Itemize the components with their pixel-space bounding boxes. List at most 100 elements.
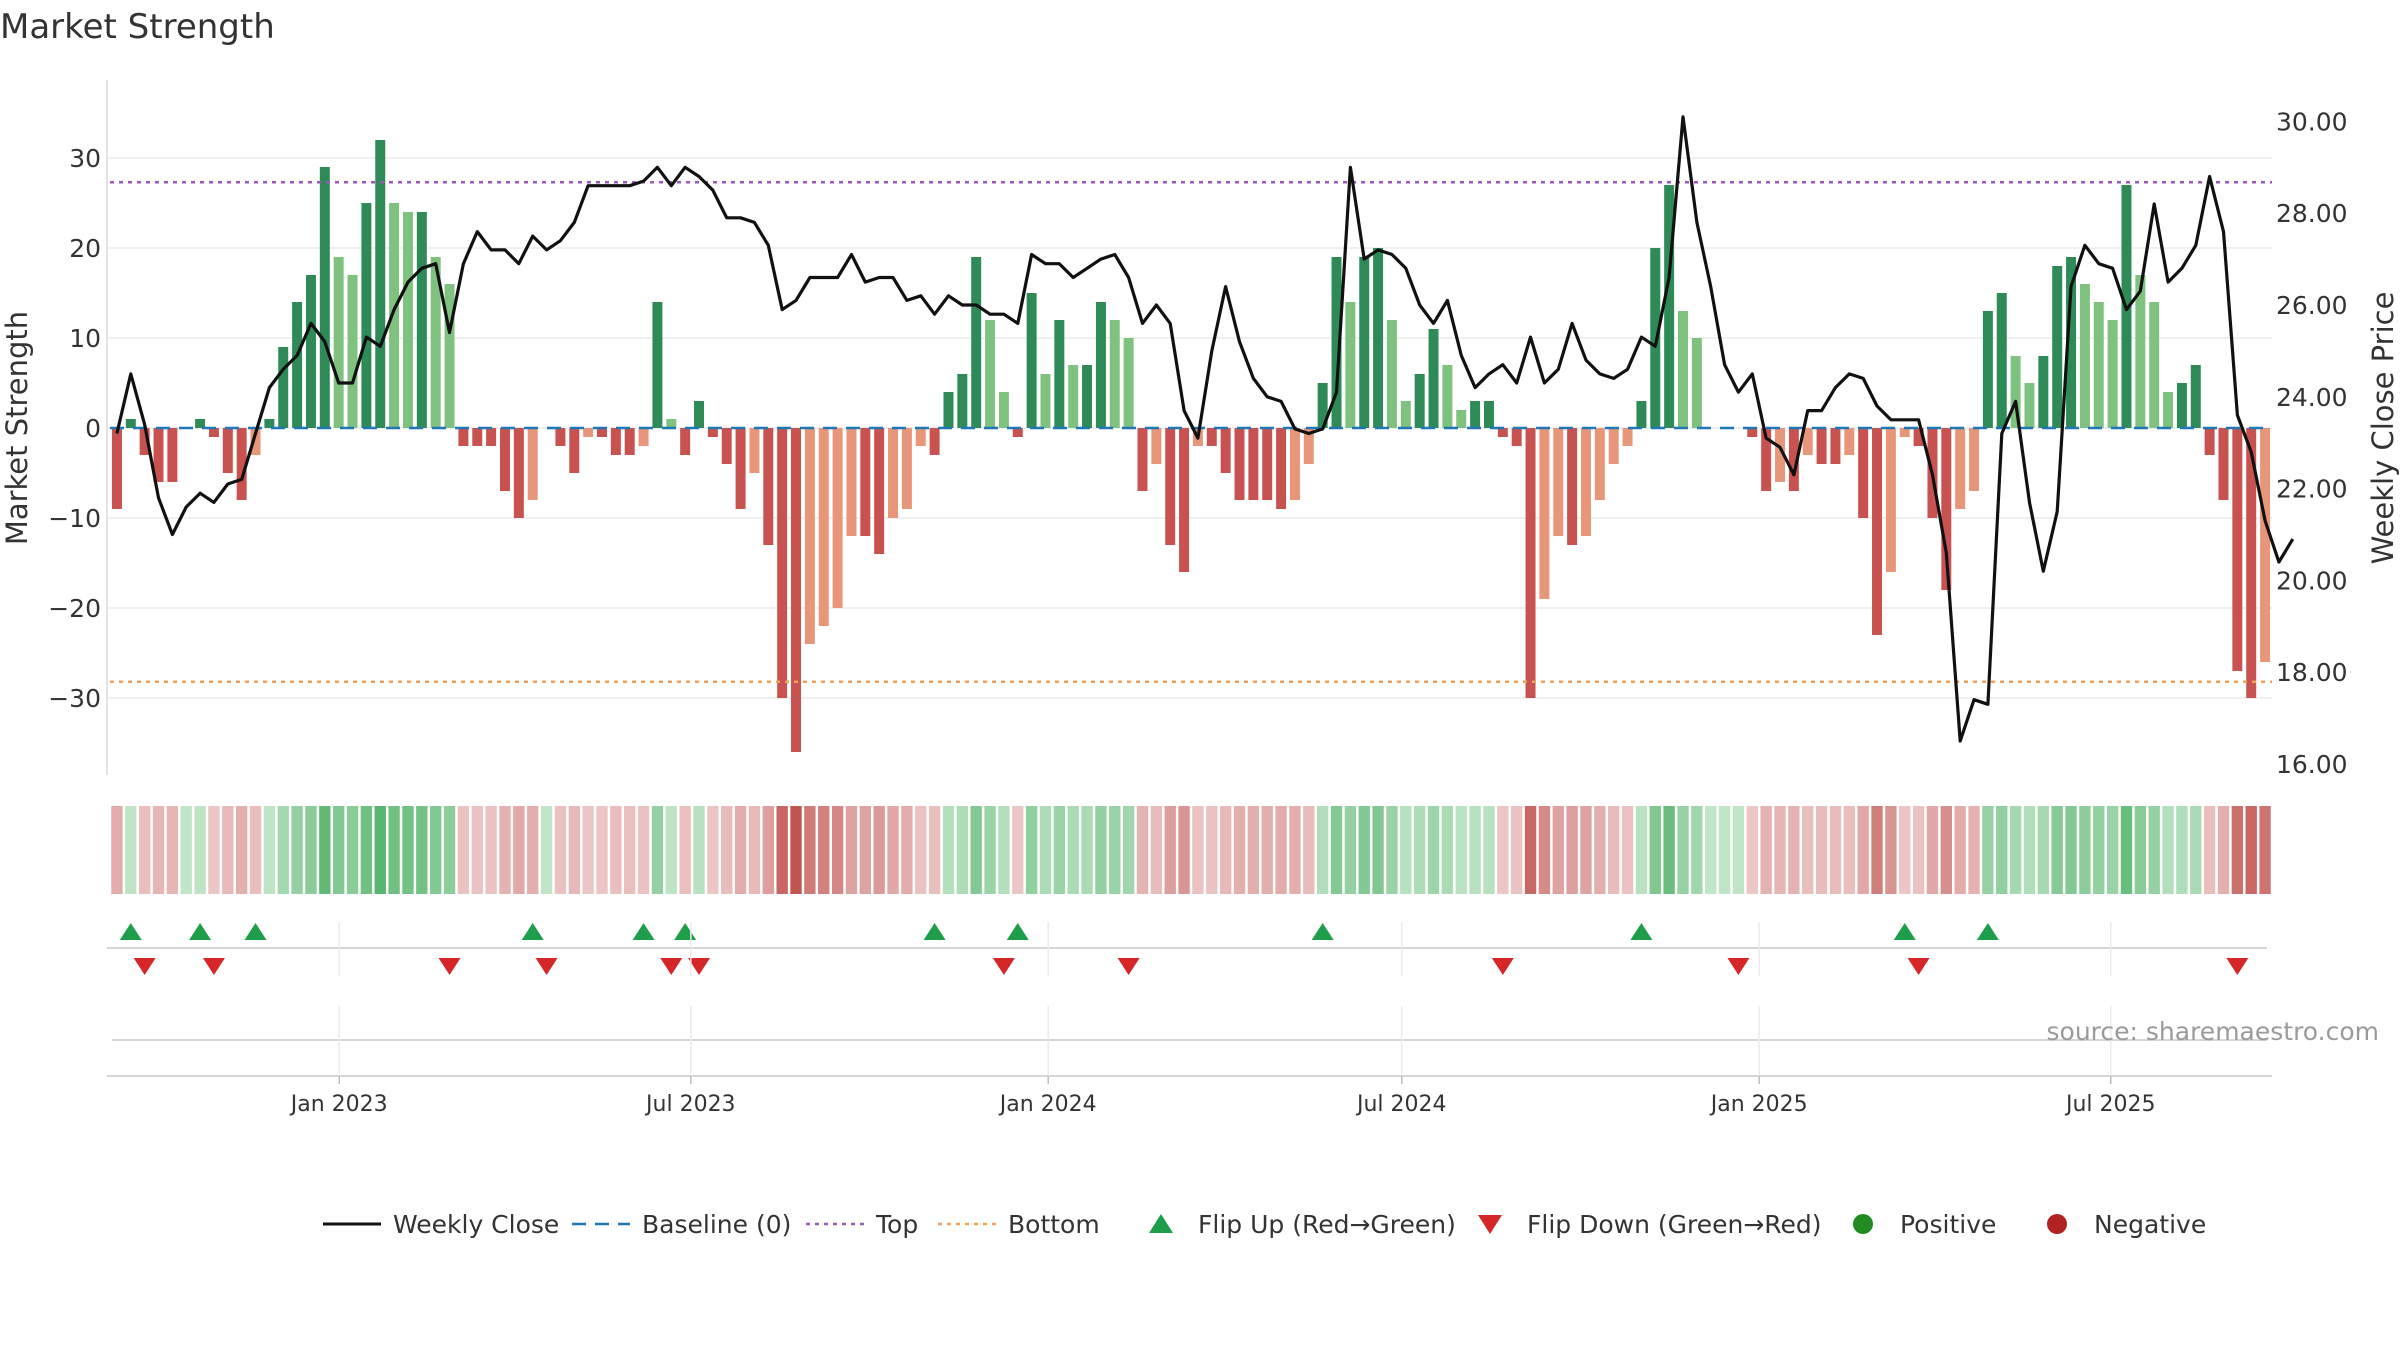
heat-cell <box>1497 806 1509 894</box>
heat-cell <box>1663 806 1675 894</box>
date-tick-label: Jul 2023 <box>644 1092 736 1117</box>
heat-cell <box>887 806 899 894</box>
strength-bar <box>2176 383 2187 428</box>
flip-up-marker <box>1311 923 1334 940</box>
heat-cell <box>721 806 733 894</box>
strength-bar <box>1289 428 1300 500</box>
heat-cell <box>1746 806 1758 894</box>
flip-down-marker <box>202 958 225 975</box>
heat-cell <box>2245 806 2257 894</box>
heat-cell <box>1621 806 1634 894</box>
heat-cell <box>1871 806 1883 894</box>
heat-cell <box>818 806 830 894</box>
heat-cell <box>1566 806 1578 894</box>
flip-up-marker <box>923 923 946 940</box>
left-tick-label: 0 <box>85 414 101 443</box>
left-axis-ticks: 30 20 10 0 −10 −20 −30 <box>48 144 101 713</box>
heat-cell <box>1608 806 1620 894</box>
left-tick-label: 30 <box>69 144 101 173</box>
heat-cell <box>1455 806 1467 894</box>
strength-bar <box>513 428 524 518</box>
heat-cell <box>1275 806 1287 894</box>
strength-bar <box>222 428 233 473</box>
strength-bar <box>1054 320 1065 428</box>
heat-cell <box>970 806 982 894</box>
strength-bar <box>1553 428 1564 536</box>
strength-bar <box>1885 428 1896 572</box>
heat-cell <box>568 806 580 894</box>
flip-up-marker <box>1893 923 1916 940</box>
date-tick-label: Jan 2025 <box>1709 1092 1808 1117</box>
heat-cell <box>2093 806 2105 894</box>
heat-cell <box>1039 806 1052 894</box>
strength-bar <box>375 140 386 428</box>
heat-cell <box>1413 806 1426 894</box>
strength-bar <box>694 401 704 428</box>
heat-cell <box>1233 806 1246 894</box>
heat-cell <box>249 806 262 894</box>
strength-bar <box>2038 356 2049 428</box>
strength-bar <box>2135 275 2146 428</box>
strength-bar <box>1664 185 1675 428</box>
legend-label: Top <box>875 1210 918 1239</box>
strength-bar <box>1109 320 1120 428</box>
heat-cell <box>1635 806 1648 894</box>
strength-bar <box>1899 428 1910 437</box>
heat-cell <box>1372 806 1384 894</box>
strength-bar <box>125 419 136 428</box>
strength-bar <box>901 428 912 509</box>
flip-up-marker <box>189 923 212 940</box>
heat-cell <box>748 806 761 894</box>
strength-bar <box>1359 257 1370 428</box>
left-tick-label: −20 <box>48 594 101 623</box>
strength-bar <box>1234 428 1245 500</box>
strength-bar <box>389 203 400 428</box>
strength-bars <box>111 140 2271 752</box>
heat-cell <box>1344 806 1357 894</box>
strength-bar <box>1123 338 1134 428</box>
heat-cell <box>2231 806 2244 894</box>
strength-bar <box>846 428 857 536</box>
chart-title: Market Strength <box>0 7 275 47</box>
heat-cell <box>2009 806 2022 894</box>
strength-bar <box>2190 365 2201 428</box>
flip-up-marker <box>674 923 697 940</box>
strength-bar <box>1040 374 1051 428</box>
heat-cell <box>651 806 664 894</box>
strength-bar <box>1539 428 1550 599</box>
strength-bar <box>1442 365 1453 428</box>
strength-bar <box>153 428 164 482</box>
heat-cell <box>1109 806 1121 894</box>
strength-bar <box>2149 302 2160 428</box>
strength-bar <box>1483 401 1494 428</box>
heat-cell <box>1912 806 1925 894</box>
heat-cell <box>679 806 691 894</box>
heat-cell <box>998 806 1010 894</box>
heat-cell <box>2176 806 2188 894</box>
heat-cell <box>1136 806 1149 894</box>
strength-bar <box>1317 383 1328 428</box>
strength-bar <box>1345 302 1356 428</box>
heat-cell <box>1303 806 1315 894</box>
heat-cell <box>1788 806 1800 894</box>
heat-cell <box>2051 806 2063 894</box>
strength-bar <box>998 392 1009 428</box>
heat-cell <box>152 806 165 894</box>
heat-cell <box>665 806 677 894</box>
strength-bar <box>860 428 871 536</box>
heat-cell <box>222 806 234 894</box>
strength-bar <box>763 428 774 545</box>
strength-bar <box>486 428 497 446</box>
legend-item: Negative <box>2047 1210 2206 1239</box>
heat-cell <box>901 806 913 894</box>
strength-bar <box>569 428 580 473</box>
flip-down-marker <box>1117 958 1140 975</box>
strength-bar <box>402 212 413 428</box>
heat-cell <box>2190 806 2202 894</box>
strength-bar <box>1955 428 1966 509</box>
heat-cell <box>1594 806 1606 894</box>
strength-bar <box>1775 428 1785 482</box>
strength-bar <box>1969 428 1980 491</box>
flip-down-marker <box>535 958 558 975</box>
right-tick-label: 22.00 <box>2276 475 2348 504</box>
